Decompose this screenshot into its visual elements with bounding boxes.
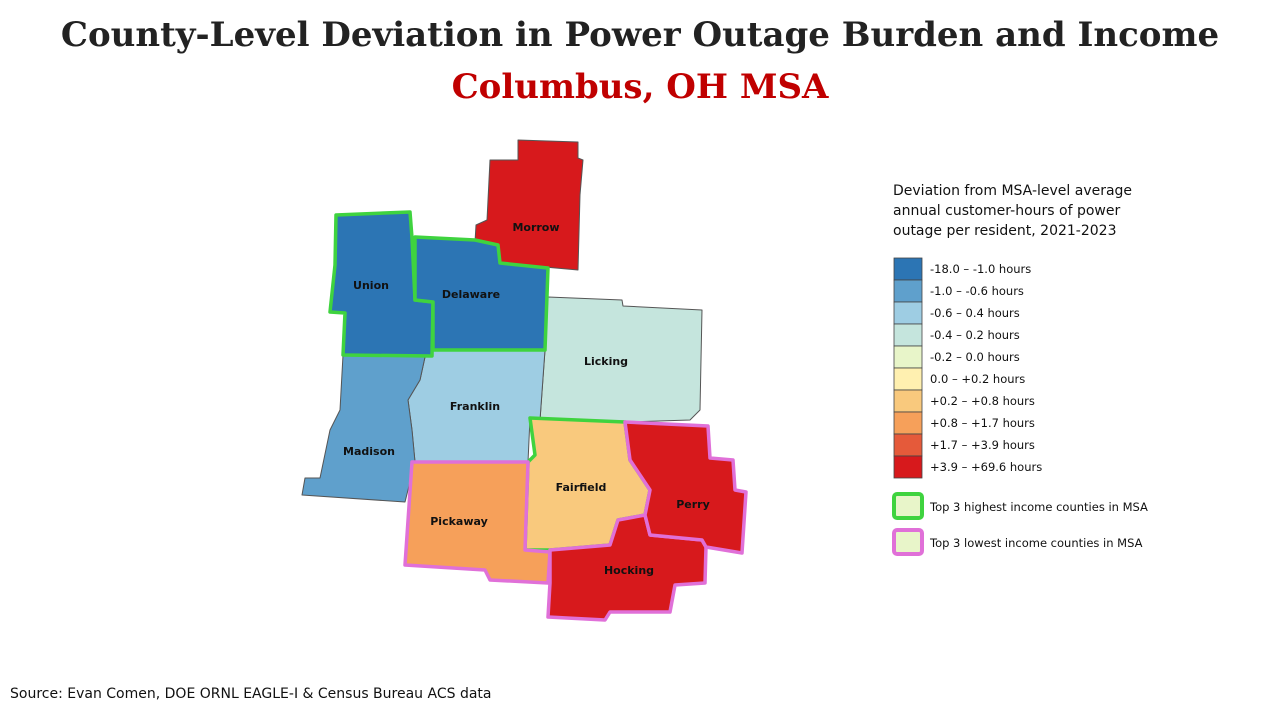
legend-title: outage per resident, 2021-2023 [893, 223, 1116, 239]
legend-swatch [893, 411, 923, 435]
legend-label: -0.4 – 0.2 hours [930, 328, 1020, 342]
county-label: Licking [584, 355, 628, 368]
county-label: Pickaway [430, 515, 488, 528]
counties [301, 139, 748, 622]
source: Source: Evan Comen, DOE ORNL EAGLE-I & C… [10, 686, 491, 702]
legend-label: +0.2 – +0.8 hours [930, 394, 1035, 408]
legend-label: -1.0 – -0.6 hours [930, 284, 1024, 298]
subtitle: Columbus, OH MSA [452, 67, 829, 107]
legend-swatch [893, 433, 923, 457]
county-labels: Morrow Licking Franklin Madison Union De… [343, 221, 710, 577]
legend-label: +1.7 – +3.9 hours [930, 438, 1035, 452]
legend-swatch [893, 455, 923, 479]
county-label: Franklin [450, 400, 500, 413]
county-label: Delaware [442, 288, 500, 301]
title: County-Level Deviation in Power Outage B… [61, 15, 1219, 55]
legend: Deviation from MSA-level average annual … [892, 183, 1148, 556]
county-label: Madison [343, 445, 395, 458]
legend-outline-swatch [892, 528, 924, 556]
legend-label: +0.8 – +1.7 hours [930, 416, 1035, 430]
legend-swatch [893, 257, 923, 281]
legend-label: -18.0 – -1.0 hours [930, 262, 1031, 276]
legend-swatch [893, 301, 923, 325]
legend-swatch [893, 323, 923, 347]
legend-label: +3.9 – +69.6 hours [930, 460, 1042, 474]
legend-title: Deviation from MSA-level average [893, 183, 1132, 199]
legend-label: -0.2 – 0.0 hours [930, 350, 1020, 364]
county-label: Perry [676, 498, 710, 511]
legend-label: 0.0 – +0.2 hours [930, 372, 1025, 386]
county-label: Fairfield [556, 481, 607, 494]
legend-outline-swatch [892, 492, 924, 520]
legend-swatch [893, 389, 923, 413]
legend-label: -0.6 – 0.4 hours [930, 306, 1020, 320]
county-shape [328, 210, 435, 358]
county-shape [546, 513, 708, 622]
county-label: Morrow [512, 221, 559, 234]
county-shape [413, 235, 550, 352]
legend-label: Top 3 lowest income counties in MSA [929, 536, 1143, 550]
legend-label: Top 3 highest income counties in MSA [929, 500, 1148, 514]
legend-title: annual customer-hours of power [893, 203, 1120, 219]
county-shape [301, 354, 426, 503]
county-label: Hocking [604, 564, 654, 577]
county-label: Union [353, 279, 389, 292]
legend-swatch [893, 367, 923, 391]
legend-swatch [893, 279, 923, 303]
county-shape [623, 420, 748, 555]
county-shape [403, 460, 552, 585]
legend-swatch [893, 345, 923, 369]
